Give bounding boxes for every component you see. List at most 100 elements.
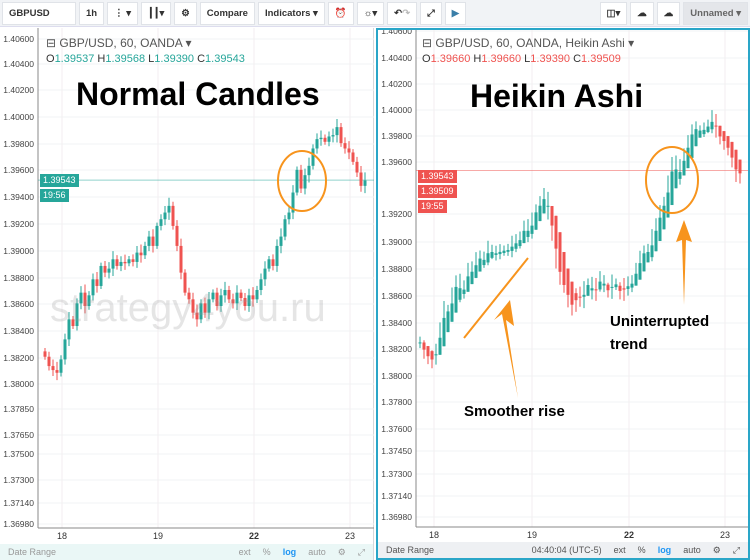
chart-canvas[interactable]: 1.40600 1.40400 1.40200 1.40000 1.39800 1.396… (378, 30, 748, 558)
candle-body (295, 169, 299, 193)
candle-body (107, 268, 111, 273)
candle-body (562, 252, 566, 285)
auto-button[interactable]: auto (683, 545, 701, 555)
candle-body (670, 171, 674, 206)
y-tick-label: 1.40600 (381, 30, 412, 36)
idea-button[interactable]: ☼ ▾ (356, 1, 385, 25)
load-cloud-button[interactable]: ☁ (630, 1, 654, 25)
trend-line (463, 257, 529, 339)
close-value: 1.39543 (205, 53, 245, 65)
ext-button[interactable]: ext (613, 545, 626, 555)
candle-body (327, 136, 331, 142)
fullscreen-icon[interactable]: ⤢ (357, 546, 365, 557)
candle-body (163, 212, 167, 220)
symbol-input[interactable]: GBPUSD (2, 1, 76, 25)
log-button[interactable]: log (282, 547, 297, 557)
candle-body (634, 273, 638, 286)
candle-body (686, 147, 690, 169)
chart-style-button[interactable]: ┃┃ ▾ (141, 1, 172, 25)
candle-body (494, 253, 498, 255)
candle-body (247, 295, 251, 306)
candle-body (271, 259, 275, 266)
candle-body (690, 134, 694, 158)
ha-close-label: 1.39509 (418, 185, 457, 198)
arrow-smoother-rise (494, 300, 518, 398)
clock-readout: 04:40:04 (UTC-5) (531, 545, 602, 555)
layout-name-button[interactable]: Unnamed ▾ (683, 1, 748, 25)
candle-body (239, 292, 243, 298)
open-value: 1.39660 (430, 53, 471, 65)
chart-canvas[interactable]: 1.40600 1.40400 1.40200 1.40000 1.39800 1.396… (0, 28, 374, 560)
percent-button[interactable]: % (262, 547, 271, 557)
indicators-button[interactable]: Indicators ▾ (257, 1, 325, 25)
y-tick-label: 1.40400 (381, 53, 412, 63)
candle-body (430, 351, 434, 360)
gear-icon[interactable]: ⚙ (712, 544, 721, 555)
candle-body (199, 303, 203, 320)
candle-body (355, 161, 359, 173)
y-tick-label: 1.40000 (381, 105, 412, 115)
compare-button[interactable]: Compare (199, 1, 255, 25)
play-icon: ▶ (451, 7, 459, 19)
chart-panel-heikin-ashi[interactable]: 1.40600 1.40400 1.40200 1.40000 1.39800 1.396… (376, 28, 750, 560)
percent-button[interactable]: % (637, 545, 646, 555)
layout-button[interactable]: ◫ ▾ (599, 1, 628, 25)
date-range-button[interactable]: Date Range (8, 547, 57, 557)
candle-body (578, 296, 582, 298)
candle-body (191, 299, 195, 313)
chart-panel-normal[interactable]: 1.40600 1.40400 1.40200 1.40000 1.39800 1.396… (0, 28, 374, 560)
fullscreen-icon[interactable]: ⤢ (732, 544, 740, 555)
chart-caption: Heikin Ashi (470, 78, 644, 114)
save-cloud-button[interactable]: ☁ (656, 1, 681, 25)
fullscreen-button[interactable]: ⤢ (420, 1, 442, 25)
candle-body (43, 351, 47, 357)
y-tick-label: 1.39000 (381, 237, 412, 247)
gear-icon[interactable]: ⚙ (337, 546, 346, 557)
candle-body (363, 180, 367, 186)
date-range-button[interactable]: Date Range (386, 545, 435, 555)
candle-body (546, 205, 550, 207)
candle-body (618, 285, 622, 291)
candle-body (351, 152, 355, 162)
candle-body (550, 206, 554, 226)
y-tick-label: 1.38000 (381, 371, 412, 381)
undo-button[interactable]: ↶ ↷ (387, 1, 418, 25)
log-button[interactable]: log (657, 545, 672, 555)
y-tick-label: 1.39600 (3, 165, 34, 175)
candle-body (255, 289, 259, 300)
candle-body (339, 127, 343, 144)
high-value: 1.39568 (105, 53, 146, 65)
auto-button[interactable]: auto (308, 547, 326, 557)
candle-body (454, 286, 458, 313)
candle-body (131, 259, 135, 262)
cloud-upload-icon: ☁ (663, 7, 674, 19)
candle-body (171, 205, 175, 226)
ext-button[interactable]: ext (238, 547, 251, 557)
candle-body (99, 265, 103, 286)
y-tick-label: 1.39200 (381, 209, 412, 219)
candle-body (542, 199, 546, 214)
y-tick-label: 1.37300 (381, 469, 412, 479)
y-tick-label: 1.38400 (381, 318, 412, 328)
candles-icon: ┃┃ (148, 7, 160, 19)
candle-body (235, 292, 239, 304)
countdown-label: 19:55 (418, 200, 447, 213)
candle-body (650, 245, 654, 258)
x-tick-label: 22 (624, 530, 634, 540)
replay-button[interactable]: ▶ (444, 1, 466, 25)
candle-body (347, 148, 351, 153)
candle-body (119, 261, 123, 266)
candle-body (434, 354, 438, 356)
y-tick-label: 1.37850 (3, 404, 34, 414)
alert-button[interactable]: ⏰ (327, 1, 354, 25)
interval-menu-button[interactable]: ⋮ ▾ (107, 1, 139, 25)
candle-body (462, 289, 466, 294)
candle-body (331, 135, 335, 137)
candle-body (486, 253, 490, 263)
y-tick-label: 1.37450 (381, 446, 412, 456)
candle-body (714, 125, 718, 127)
interval-button[interactable]: 1h (79, 1, 105, 25)
settings-button[interactable]: ⚙ (174, 1, 197, 25)
candle-body (570, 281, 574, 305)
candle-body (590, 288, 594, 291)
